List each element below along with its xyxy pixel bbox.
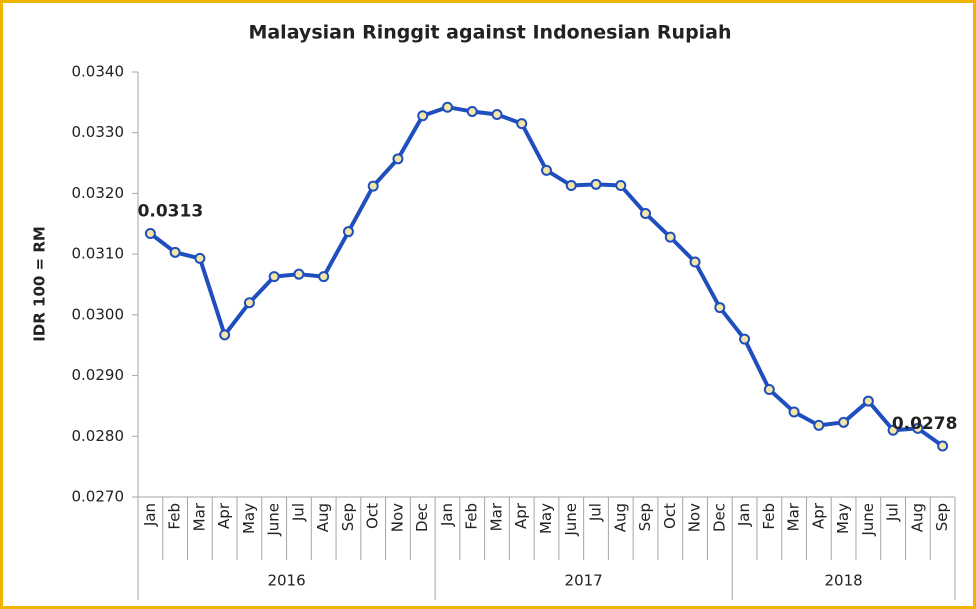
x-group-label: 2017 [565, 572, 603, 590]
x-tick-label: Apr [215, 502, 233, 529]
x-tick-label: Feb [760, 503, 778, 530]
x-tick-label: May [537, 503, 555, 534]
x-tick-label: Sep [636, 503, 654, 531]
marker [318, 271, 330, 283]
marker [937, 440, 949, 452]
x-tick-label: Jul [289, 503, 307, 522]
x-tick-label: Mar [487, 502, 505, 531]
x-tick-label: Oct [661, 503, 679, 529]
marker [739, 333, 751, 345]
x-tick-label: Jul [884, 503, 902, 522]
marker [466, 105, 478, 117]
x-tick-label: Sep [933, 503, 951, 531]
marker [887, 424, 899, 436]
x-tick-label: Jan [141, 503, 159, 527]
x-tick-label: Mar [785, 502, 803, 531]
x-tick-label: May [240, 503, 258, 534]
marker [788, 406, 800, 418]
x-tick-label: June [859, 503, 877, 537]
x-tick-label: Jul [587, 503, 605, 522]
chart-title: Malaysian Ringgit against Indonesian Rup… [248, 22, 731, 44]
marker [392, 153, 404, 165]
data-label: 0.0313 [138, 202, 204, 222]
data-label: 0.0278 [892, 414, 958, 434]
x-tick-label: Mar [190, 502, 208, 531]
marker [912, 422, 924, 434]
marker [417, 110, 429, 122]
x-tick-label: Feb [463, 503, 481, 530]
x-group-label: 2016 [267, 572, 305, 590]
marker [541, 164, 552, 176]
marker [689, 256, 701, 268]
x-tick-label: Dec [710, 503, 728, 532]
x-tick-label: June [265, 503, 283, 537]
y-tick-label: 0.0270 [72, 488, 125, 506]
marker [813, 419, 825, 431]
x-tick-label: Aug [908, 503, 926, 532]
marker [243, 297, 255, 309]
x-tick-label: Apr [512, 502, 530, 529]
x-tick-label: Nov [686, 503, 704, 532]
marker [565, 180, 577, 192]
x-tick-label: May [834, 503, 852, 534]
marker [516, 118, 528, 130]
y-tick-label: 0.0290 [72, 366, 125, 384]
marker [862, 395, 874, 407]
x-tick-label: Jan [438, 503, 456, 527]
x-tick-label: June [562, 503, 580, 537]
x-tick-label: Oct [364, 503, 382, 529]
y-tick-label: 0.0340 [72, 63, 125, 81]
marker [838, 416, 850, 428]
x-tick-label: Jan [735, 503, 753, 527]
marker [194, 252, 206, 264]
marker [144, 228, 156, 239]
marker [293, 268, 305, 280]
marker [590, 178, 602, 190]
x-tick-label: Aug [611, 503, 629, 532]
marker [763, 384, 775, 396]
y-tick-label: 0.0320 [72, 184, 125, 202]
x-tick-label: Nov [388, 503, 406, 532]
x-group-label: 2018 [824, 572, 862, 590]
marker [664, 231, 676, 243]
y-tick-label: 0.0310 [72, 245, 125, 263]
marker [219, 329, 231, 341]
x-tick-label: Aug [314, 503, 332, 532]
marker [268, 271, 280, 283]
y-tick-label: 0.0300 [72, 305, 125, 323]
marker [367, 180, 379, 192]
marker [491, 109, 503, 120]
marker [342, 226, 354, 238]
marker [615, 180, 627, 192]
x-tick-label: Sep [339, 503, 357, 531]
x-tick-label: Feb [166, 503, 184, 530]
y-tick-label: 0.0280 [72, 427, 125, 445]
marker [441, 101, 453, 113]
y-axis-label: IDR 100 = RM [31, 226, 49, 342]
x-tick-label: Dec [413, 503, 431, 532]
marker [169, 246, 181, 258]
marker [640, 207, 652, 219]
x-tick-label: Apr [809, 502, 827, 529]
y-tick-label: 0.0330 [72, 123, 125, 141]
marker [714, 302, 726, 314]
